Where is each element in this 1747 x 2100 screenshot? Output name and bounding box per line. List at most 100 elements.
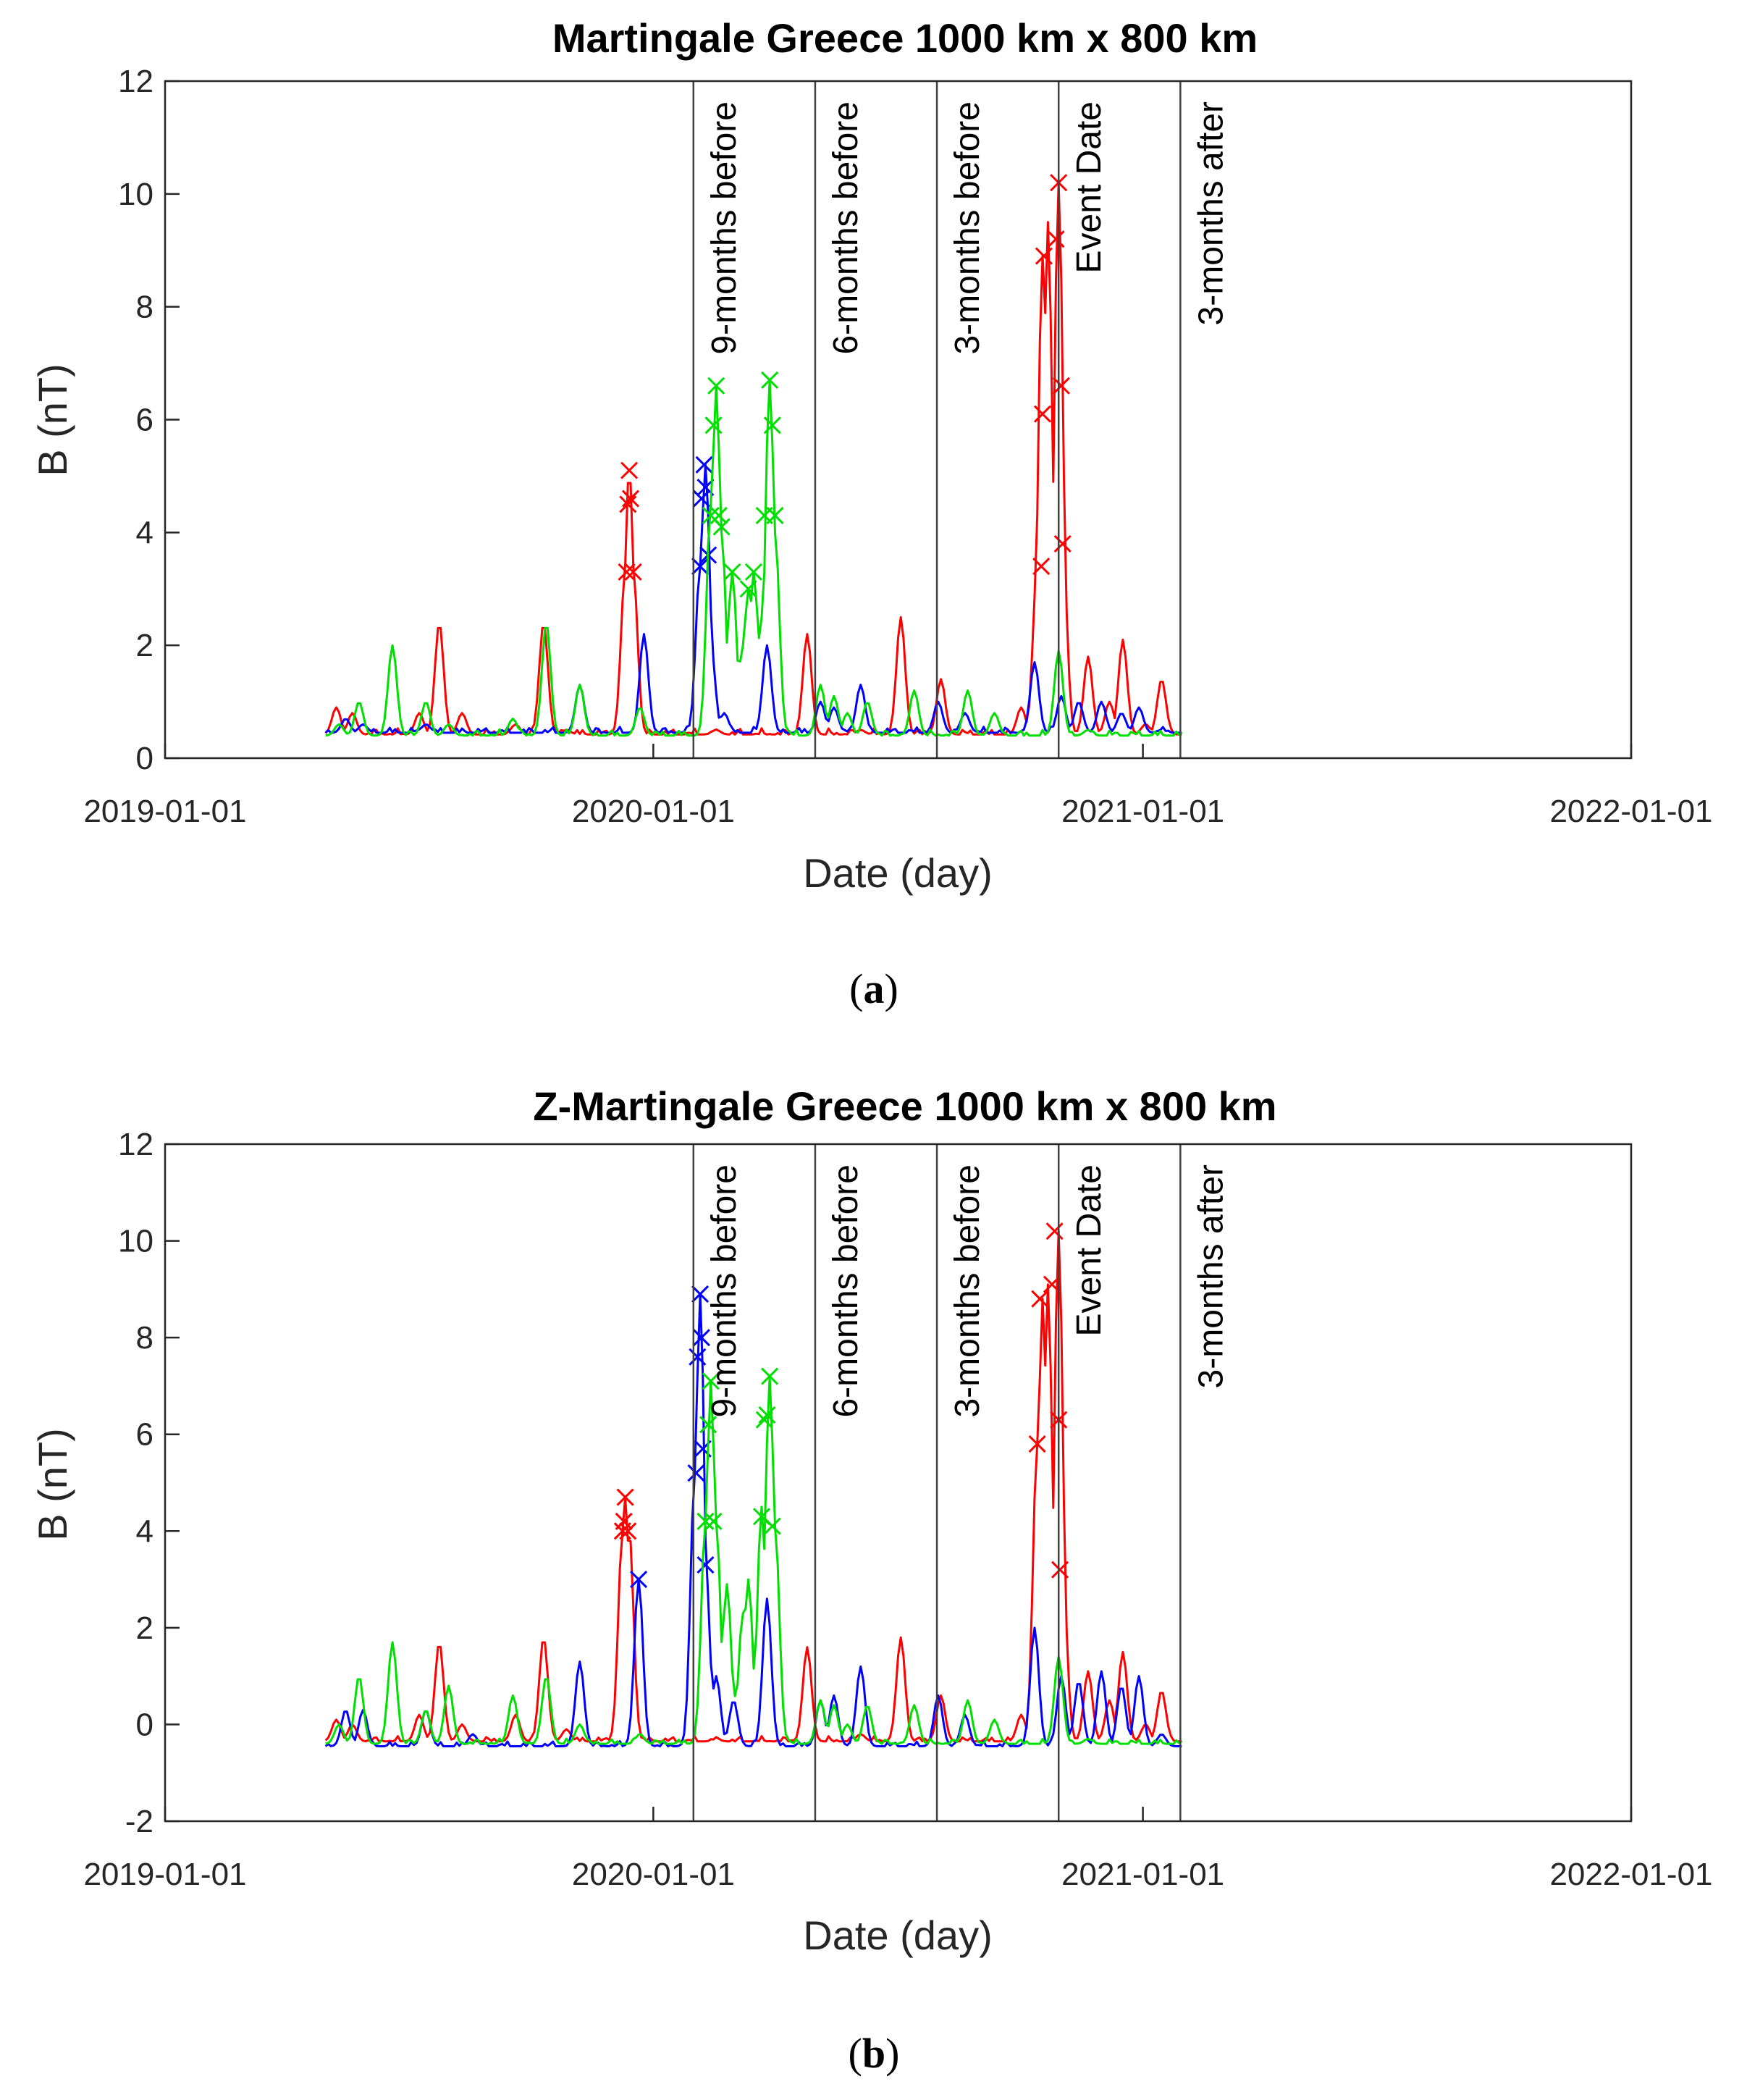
series-line-green [325,1375,1183,1745]
event-line-label: 6-months before [827,101,865,355]
marker-green [723,563,741,581]
series-line-blue [324,463,1182,734]
marker-red [615,1512,633,1530]
marker-green [702,1372,720,1390]
event-line-label: 9-months before [705,101,744,355]
x-tick-label: 2020-01-01 [572,794,735,829]
x-tick-label: 2022-01-01 [1549,794,1712,829]
marker-red [1053,534,1072,553]
marker-green [710,506,728,525]
chart-a-tick-labels: 0 2 4 6 8 10 12 2019-01-01 2020-01-01 2021-01-01 2… [83,64,1712,829]
marker-red [1031,1290,1049,1308]
chart-b-caption: (b) [849,2030,900,2077]
event-line-label: 3-months before [948,101,987,355]
chart-a-caption: (a) [849,965,898,1012]
marker-blue [692,490,710,508]
y-tick-label: 8 [136,1320,153,1356]
y-tick-label: 0 [136,741,153,776]
chart-b-plot-area [324,1222,1183,1747]
marker-blue [629,1571,648,1589]
marker-red [1045,1222,1064,1240]
x-tick-label: 2019-01-01 [83,794,246,829]
event-line-label: 6-months before [827,1164,865,1418]
series-line-blue [324,1293,1182,1747]
chart-b-title: Z-Martingale Greece 1000 km x 800 km [533,1083,1276,1129]
marker-green [704,1512,723,1530]
marker-blue [691,1285,710,1303]
marker-blue [695,455,713,474]
chart-b-tick-labels: -2 0 2 4 6 8 10 12 2019-01-01 2020-01-01 2021-01-0… [83,1127,1712,1892]
marker-red [624,563,642,581]
y-tick-label: 6 [136,1417,153,1453]
y-tick-label: -2 [125,1804,153,1839]
chart-b-event-lines: 9-months before 6-months before 3-months b… [692,1144,1230,1821]
event-line-label: 3-months after [1192,1164,1230,1388]
chart-b-xlabel: Date (day) [803,1912,992,1958]
chart-a-ylabel: B (nT) [30,364,75,476]
marker-red [1051,1561,1069,1579]
marker-blue [691,558,710,576]
marker-green [739,580,757,598]
event-line-label: Event Date [1070,101,1108,273]
chart-a-title: Martingale Greece 1000 km x 800 km [552,15,1258,61]
marker-green [707,377,725,395]
marker-green [744,563,763,581]
marker-red [1047,230,1065,248]
y-tick-label: 6 [136,403,153,438]
event-line-label: 3-months before [948,1164,987,1418]
chart-a: Martingale Greece 1000 km x 800 km 0 2 4 6 8… [30,15,1713,1012]
marker-green [755,1411,773,1429]
marker-green [704,416,723,434]
y-tick-label: 4 [136,515,153,550]
marker-red [616,1488,634,1506]
chart-b: Z-Martingale Greece 1000 km x 800 km -2 0… [30,1083,1713,2077]
y-tick-label: 0 [136,1707,153,1742]
event-line-label: Event Date [1070,1164,1108,1336]
marker-green [761,1367,779,1385]
marker-blue [687,1464,705,1482]
x-tick-label: 2019-01-01 [83,1857,246,1892]
marker-green [761,371,779,390]
marker-red [618,563,636,581]
marker-red [621,490,640,508]
marker-blue [692,1329,710,1347]
y-tick-label: 4 [136,1513,153,1549]
y-tick-label: 10 [118,177,153,212]
marker-green [758,1406,776,1424]
y-tick-label: 2 [136,628,153,663]
event-line-label: 9-months before [705,1164,744,1418]
chart-a-axes-box [164,80,1633,760]
marker-red [1028,1435,1046,1453]
chart-b-ylabel: B (nT) [30,1428,75,1541]
chart-a-xlabel: Date (day) [803,850,992,896]
marker-green [699,1416,717,1434]
chart-a-event-lines: 9-months before 6-months before 3-months b… [692,81,1230,758]
y-tick-label: 8 [136,290,153,325]
marker-green [696,1512,715,1530]
x-tick-label: 2022-01-01 [1549,1857,1712,1892]
x-tick-label: 2021-01-01 [1061,794,1224,829]
y-tick-label: 2 [136,1610,153,1646]
x-tick-label: 2020-01-01 [572,1857,735,1892]
chart-b-axes-box [164,1143,1633,1823]
marker-red [1033,405,1052,423]
marker-green [763,416,781,434]
x-tick-label: 2021-01-01 [1061,1857,1224,1892]
marker-red [620,461,639,479]
event-line-label: 3-months after [1192,101,1230,325]
marker-green [712,518,731,536]
y-tick-label: 12 [118,1127,153,1162]
marker-red [1052,377,1070,395]
marker-red [1032,558,1051,576]
y-tick-label: 12 [118,64,153,99]
y-tick-label: 10 [118,1224,153,1259]
marker-red [1043,1275,1061,1293]
marker-red [619,495,637,513]
marker-red [1035,247,1053,265]
marker-red [619,1522,637,1540]
chart-a-plot-area [324,174,1183,737]
marker-blue [689,1348,707,1366]
series-line-red [324,181,1182,736]
marker-green [763,1517,781,1535]
